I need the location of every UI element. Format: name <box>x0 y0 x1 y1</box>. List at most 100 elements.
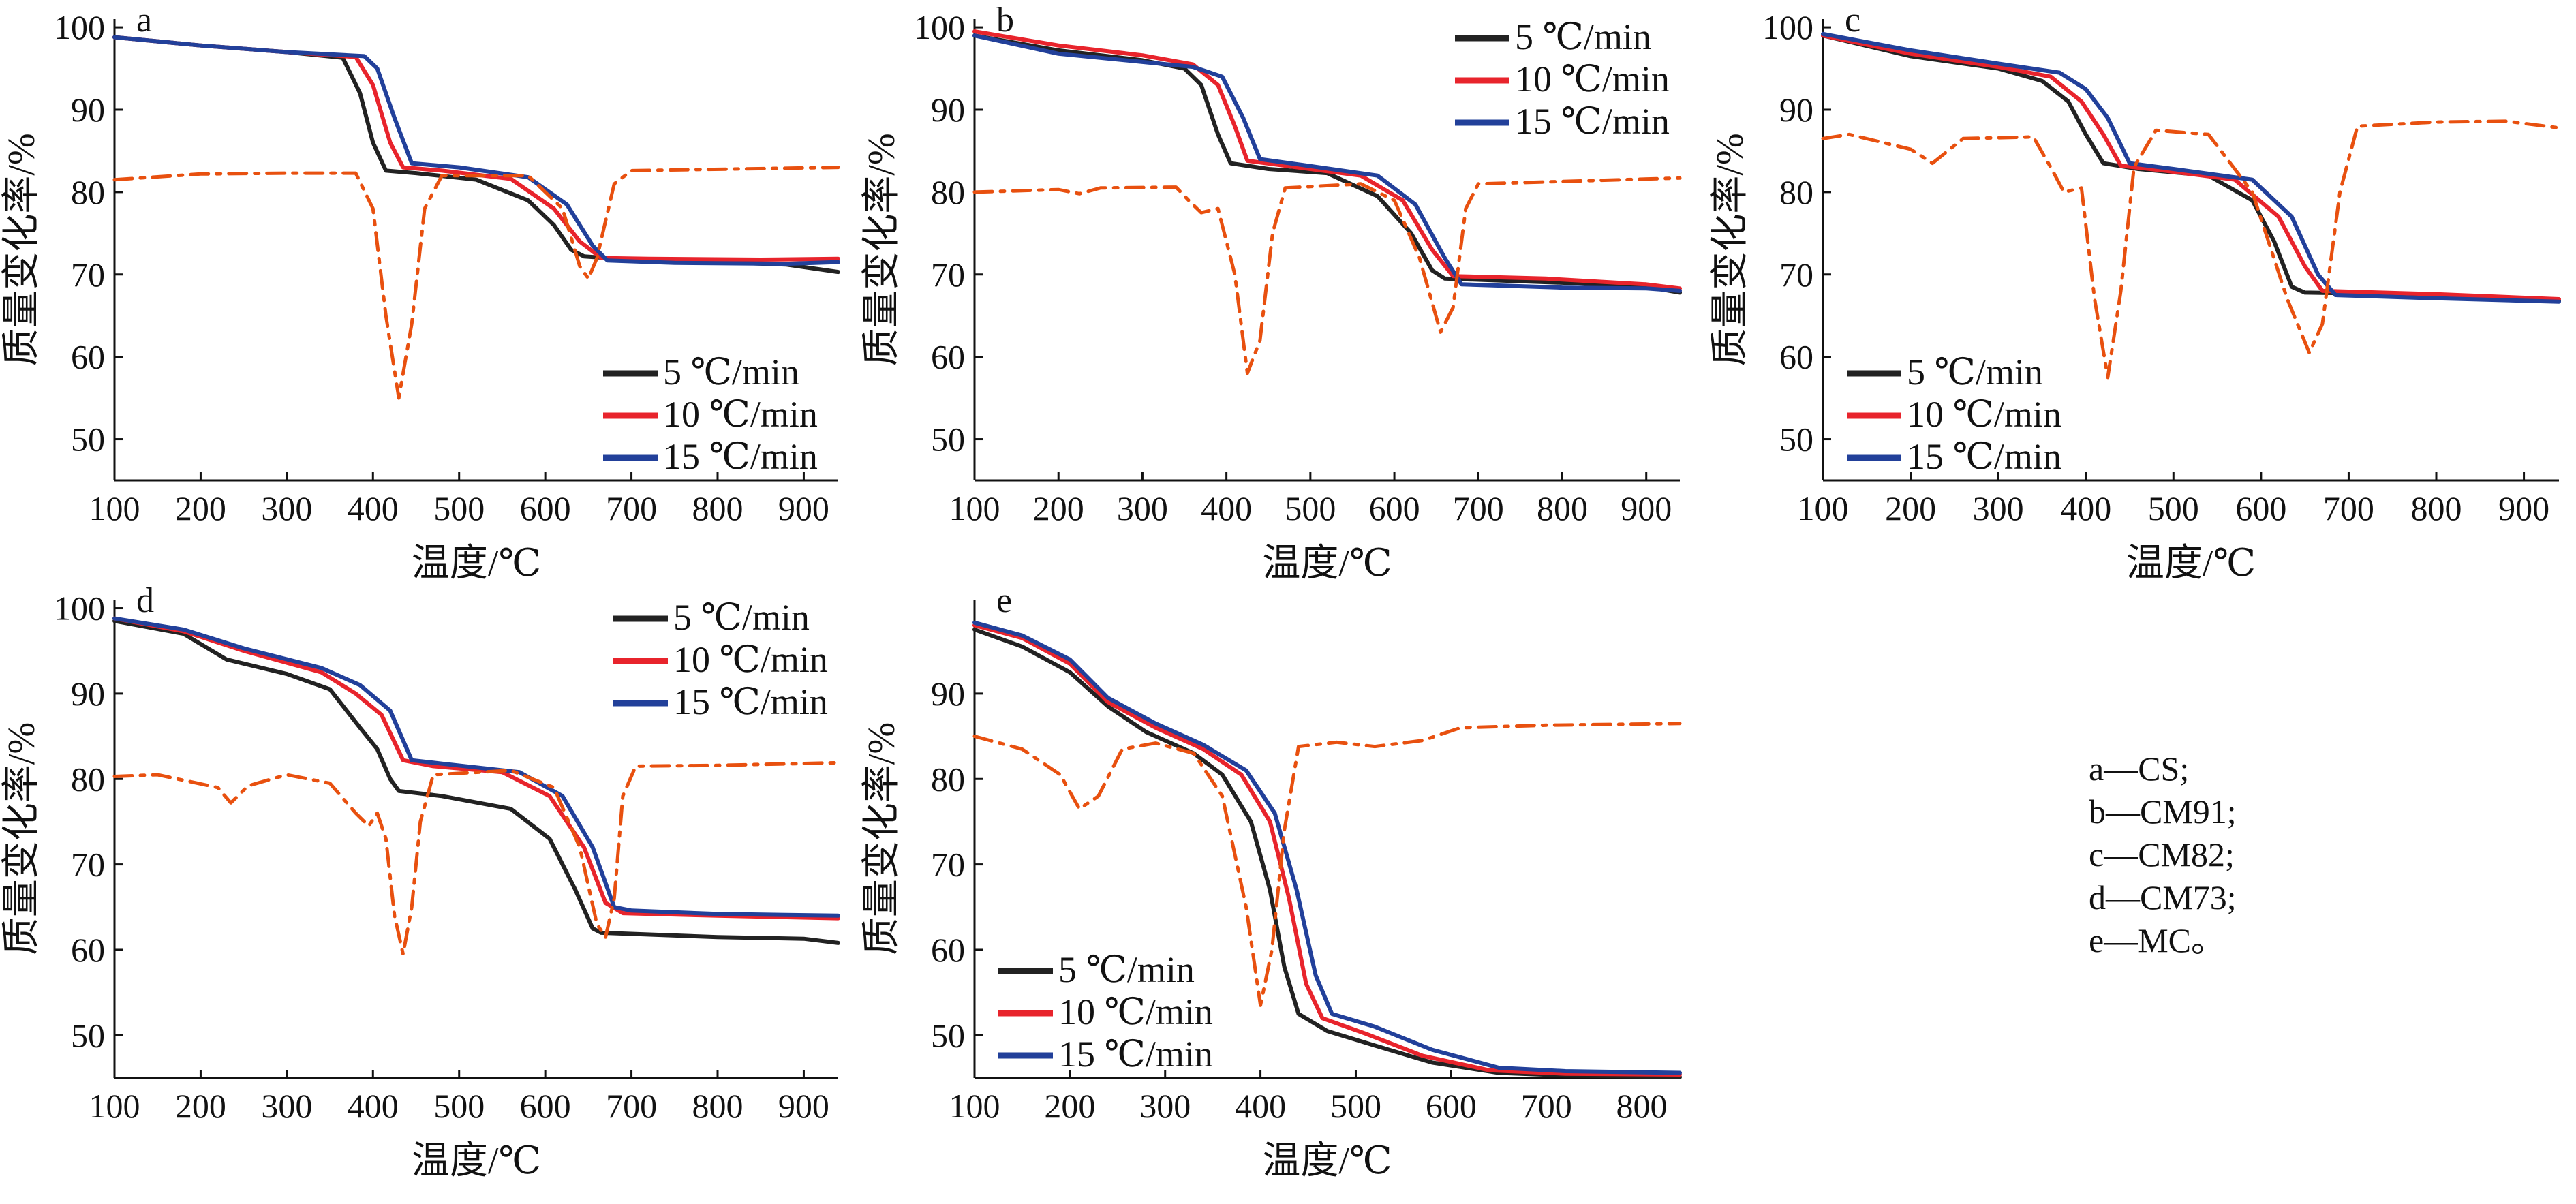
panel-b: 100 200 300 400 500 600 700 800 900 50 60 70 80 90 100… <box>861 1 1682 585</box>
x-axis-title: 温度/℃ <box>1262 1140 1392 1182</box>
x-tick-label: 100 <box>1798 489 1849 527</box>
x-tick-label: 600 <box>1369 489 1420 527</box>
legend-label: 10 ℃/min <box>663 394 818 435</box>
x-tick-label: 600 <box>520 1087 571 1125</box>
x-tick-label: 300 <box>1973 489 2024 527</box>
y-tick-label: 60 <box>71 931 105 969</box>
key-block: a—CS; b—CM91; c—CM82; d—CM73; e—MC。 <box>2089 750 2237 959</box>
y-tick-label: 80 <box>931 173 965 211</box>
x-axis-title: 温度/℃ <box>412 542 541 585</box>
key-item-d: d—CM73; <box>2089 878 2237 916</box>
dtg-curve <box>112 760 840 956</box>
x-tick-label: 900 <box>778 1087 829 1125</box>
x-tick-label: 800 <box>2411 489 2462 527</box>
y-tick-label: 50 <box>71 1016 105 1054</box>
legend-label: 10 ℃/min <box>1907 394 2061 435</box>
y-tick-label: 70 <box>71 256 105 294</box>
legend-label: 10 ℃/min <box>1058 991 1213 1032</box>
x-tick-label: 200 <box>1033 489 1084 527</box>
y-axis-title: 质量变化率/% <box>861 133 903 366</box>
dtg-curve <box>112 166 840 400</box>
y-tick-label: 100 <box>54 589 105 628</box>
x-tick-label: 900 <box>778 489 829 527</box>
y-tick-label: 80 <box>71 173 105 211</box>
x-tick-label: 700 <box>1453 489 1504 527</box>
x-tick-label: 100 <box>89 1087 140 1125</box>
y-tick-label: 50 <box>1779 420 1813 459</box>
x-tick-label: 700 <box>1521 1087 1572 1125</box>
x-tick-label: 900 <box>1621 489 1672 527</box>
y-tick-label: 90 <box>931 675 965 713</box>
tg-curve-2 <box>1821 33 2561 301</box>
x-tick-label: 400 <box>348 1087 399 1125</box>
legend-label: 15 ℃/min <box>1907 436 2061 477</box>
panel-letter: a <box>136 1 152 40</box>
tg-curve-1 <box>112 619 840 945</box>
panel-letter: c <box>1845 1 1860 40</box>
tg-curve-3 <box>972 620 1682 1075</box>
x-tick-label: 400 <box>1235 1087 1286 1125</box>
legend-label: 15 ℃/min <box>1058 1034 1213 1075</box>
y-axis-title: 质量变化率/% <box>1 722 43 955</box>
y-tick-label: 50 <box>931 1016 965 1054</box>
tg-curve-1 <box>112 35 840 275</box>
x-tick-label: 100 <box>89 489 140 527</box>
x-tick-label: 800 <box>1616 1087 1668 1125</box>
panel-e: 100 200 300 400 500 600 700 800 50 60 70 80 90 温度/℃ 质量… <box>861 581 1682 1182</box>
x-tick-label: 700 <box>606 1087 657 1125</box>
x-tick-label: 300 <box>1117 489 1168 527</box>
x-tick-label: 100 <box>949 489 1000 527</box>
y-tick-label: 70 <box>931 256 965 294</box>
dtg-curve <box>972 176 1682 375</box>
legend-label: 10 ℃/min <box>673 639 828 680</box>
x-axis-title: 温度/℃ <box>2126 542 2256 585</box>
tg-curve-3 <box>972 33 1682 293</box>
legend-label: 15 ℃/min <box>663 436 818 477</box>
x-tick-label: 300 <box>261 489 312 527</box>
y-axis-title: 质量变化率/% <box>861 722 903 955</box>
x-tick-label: 500 <box>1330 1087 1381 1125</box>
panel-c: 100 200 300 400 500 600 700 800 900 50 60 70 80 90 100… <box>1709 1 2561 585</box>
legend-label: 10 ℃/min <box>1515 59 1670 99</box>
legend-label: 5 ℃/min <box>673 597 810 638</box>
x-tick-label: 500 <box>2148 489 2199 527</box>
x-tick-label: 800 <box>1537 489 1588 527</box>
y-tick-label: 70 <box>931 846 965 884</box>
y-axis-title: 质量变化率/% <box>1709 133 1751 366</box>
y-tick-label: 90 <box>71 91 105 129</box>
x-tick-label: 200 <box>1885 489 1936 527</box>
tg-curve-3 <box>112 616 840 918</box>
y-tick-label: 60 <box>931 338 965 376</box>
legend-label: 5 ℃/min <box>1058 949 1195 990</box>
y-tick-label: 100 <box>1762 8 1813 46</box>
x-tick-label: 200 <box>175 1087 226 1125</box>
x-tick-label: 400 <box>2060 489 2111 527</box>
x-axis-title: 温度/℃ <box>412 1140 541 1182</box>
x-tick-label: 600 <box>1426 1087 1477 1125</box>
panel-letter: e <box>996 581 1012 620</box>
tg-curve-2 <box>112 35 840 262</box>
x-tick-label: 700 <box>2323 489 2374 527</box>
legend-label: 5 ℃/min <box>1907 352 2043 392</box>
x-tick-label: 500 <box>433 1087 485 1125</box>
x-tick-label: 300 <box>1139 1087 1191 1125</box>
y-tick-label: 80 <box>71 760 105 798</box>
x-tick-label: 500 <box>433 489 485 527</box>
y-tick-label: 90 <box>931 91 965 129</box>
legend-label: 5 ℃/min <box>663 352 799 392</box>
panel-a: 100 200 300 400 500 600 700 800 900 50 60 70 80 90 100… <box>1 1 840 585</box>
key-item-a: a—CS; <box>2089 750 2189 788</box>
tg-curve-1 <box>972 627 1682 1079</box>
legend-label: 5 ℃/min <box>1515 16 1651 57</box>
x-tick-label: 200 <box>175 489 226 527</box>
x-tick-label: 600 <box>2235 489 2286 527</box>
tg-curve-1 <box>1821 33 2561 303</box>
x-tick-label: 400 <box>1201 489 1252 527</box>
y-axis-title: 质量变化率/% <box>1 133 43 366</box>
y-tick-label: 60 <box>71 338 105 376</box>
y-tick-label: 50 <box>931 420 965 459</box>
key-item-b: b—CM91; <box>2089 792 2237 831</box>
tg-curve-2 <box>972 29 1682 291</box>
tg-curve-3 <box>112 35 840 266</box>
